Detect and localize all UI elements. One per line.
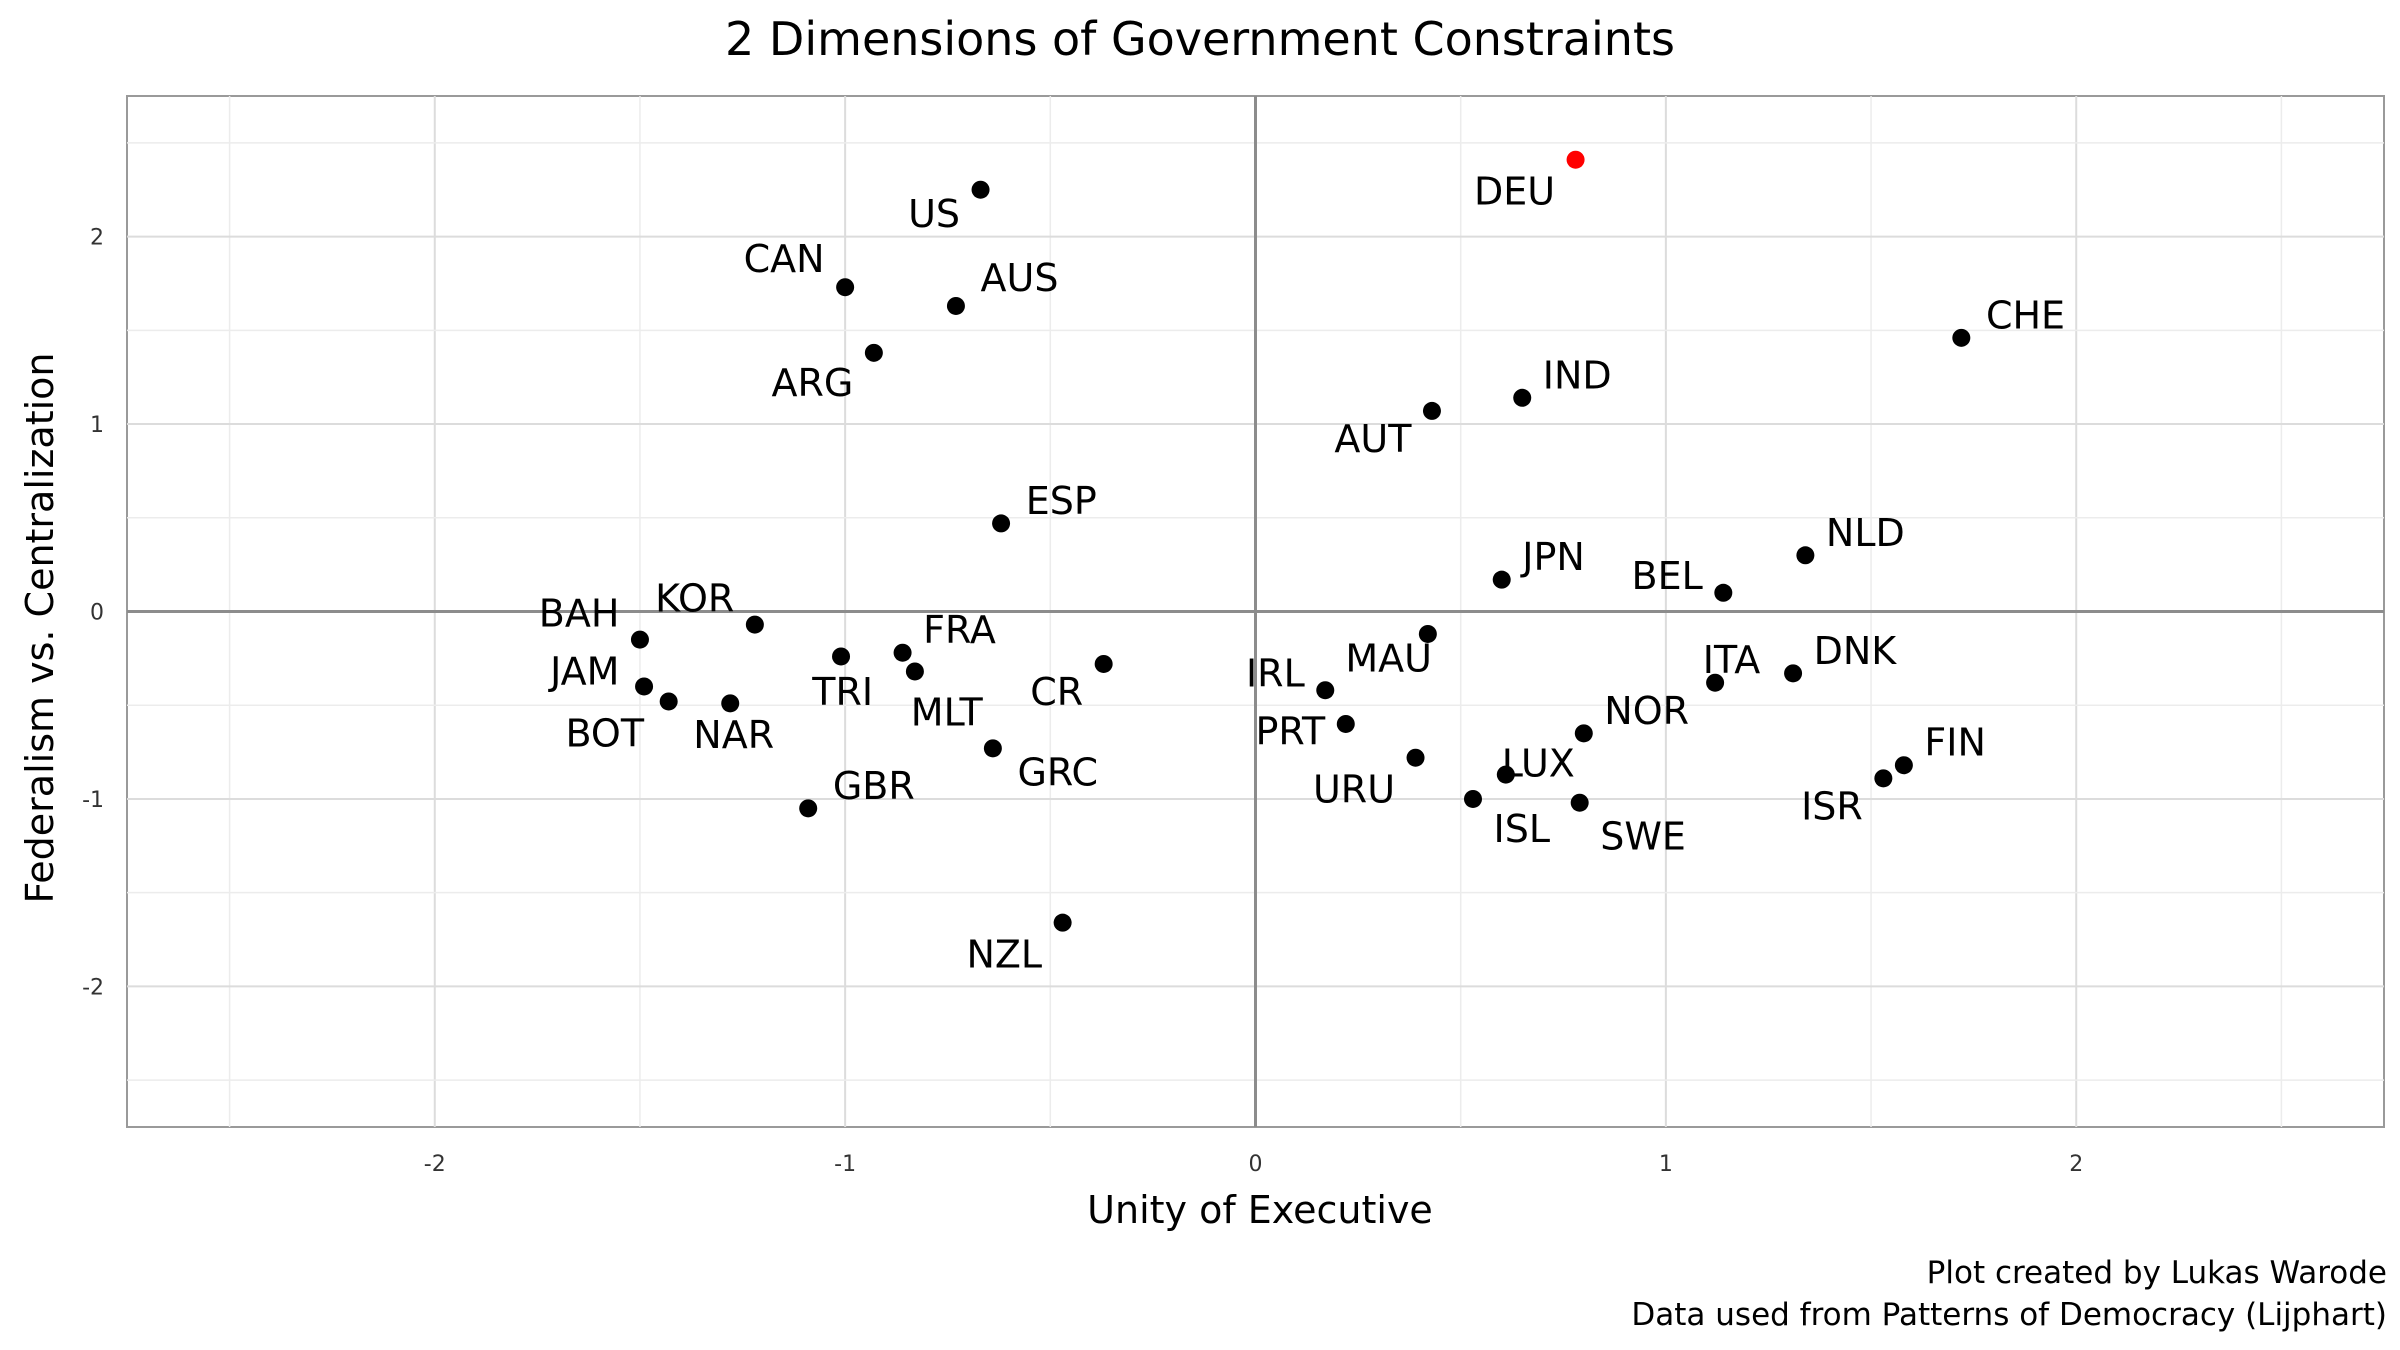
- y-axis-ticks: 2 1 0 -1 -2: [82, 226, 104, 1001]
- point-deu: [1566, 150, 1585, 169]
- caption-author: Plot created by Lukas Warode: [1926, 1255, 2387, 1291]
- label-arg: ARG: [771, 361, 853, 405]
- point-gbr: [799, 799, 818, 818]
- x-axis-ticks: -2 -1 0 1 2: [424, 1152, 2083, 1177]
- label-swe: SWE: [1600, 814, 1686, 858]
- point-fra: [893, 643, 912, 662]
- label-bel: BEL: [1632, 554, 1703, 598]
- x-tick-label: 0: [1249, 1152, 1263, 1177]
- label-nar: NAR: [693, 713, 774, 757]
- label-lux: LUX: [1502, 741, 1575, 785]
- point-nor: [1574, 724, 1593, 743]
- point-jam: [635, 677, 654, 696]
- y-tick-label: -2: [82, 975, 104, 1000]
- label-nld: NLD: [1826, 511, 1905, 555]
- point-ind: [1513, 388, 1532, 407]
- point-arg: [864, 343, 883, 362]
- caption-source: Data used from Patterns of Democracy (Li…: [1631, 1297, 2387, 1333]
- x-axis-title: Unity of Executive: [1087, 1188, 1433, 1232]
- x-tick-label: 1: [1659, 1152, 1673, 1177]
- label-can: CAN: [744, 237, 825, 281]
- y-tick-label: 1: [90, 413, 104, 438]
- x-tick-label: -2: [424, 1152, 446, 1177]
- label-grc: GRC: [1017, 751, 1097, 795]
- label-aut: AUT: [1334, 417, 1412, 461]
- reference-lines: [127, 96, 2384, 1127]
- label-mlt: MLT: [911, 691, 984, 735]
- label-jam: JAM: [548, 649, 619, 693]
- label-cr: CR: [1030, 670, 1083, 714]
- point-fin: [1894, 756, 1913, 775]
- label-isl: ISL: [1494, 807, 1551, 851]
- y-tick-label: -1: [82, 788, 104, 813]
- y-axis-title-text: Federalism vs. Centralization: [18, 352, 62, 904]
- label-ind: IND: [1543, 353, 1612, 397]
- label-isr: ISR: [1801, 784, 1863, 828]
- label-jpn: JPN: [1520, 535, 1585, 579]
- point-uru: [1406, 748, 1425, 767]
- label-bah: BAH: [539, 591, 620, 635]
- label-ita: ITA: [1703, 638, 1760, 682]
- label-irl: IRL: [1246, 651, 1305, 695]
- label-che: CHE: [1986, 293, 2065, 337]
- data-points: [630, 150, 1971, 932]
- label-fra: FRA: [923, 608, 996, 652]
- point-lux: [1496, 765, 1515, 784]
- point-aut: [1422, 401, 1441, 420]
- point-bah: [630, 630, 649, 649]
- label-fin: FIN: [1924, 721, 1986, 765]
- point-mlt: [905, 662, 924, 681]
- point-irl: [1316, 681, 1335, 700]
- point-isr: [1874, 769, 1893, 788]
- point-mau: [1418, 624, 1437, 643]
- label-tri: TRI: [811, 670, 873, 714]
- label-mau: MAU: [1345, 636, 1432, 680]
- point-prt: [1336, 714, 1355, 733]
- label-esp: ESP: [1026, 479, 1097, 523]
- data-labels: US CAN AUS ARG ESP BAH KOR JAM BOT NAR TRI FRA MLT CR…: [539, 170, 2065, 977]
- label-dnk: DNK: [1814, 629, 1898, 673]
- chart-title: 2 Dimensions of Government Constraints: [725, 12, 1675, 66]
- label-uru: URU: [1313, 768, 1395, 812]
- label-bot: BOT: [566, 711, 645, 755]
- point-bel: [1714, 583, 1733, 602]
- label-prt: PRT: [1255, 709, 1326, 753]
- label-nzl: NZL: [966, 933, 1042, 977]
- point-isl: [1463, 789, 1482, 808]
- point-kor: [745, 615, 764, 634]
- point-ita: [1706, 673, 1725, 692]
- label-deu: DEU: [1474, 170, 1555, 214]
- point-nar: [721, 694, 740, 713]
- point-che: [1952, 328, 1971, 347]
- label-aus: AUS: [981, 256, 1059, 300]
- label-nor: NOR: [1604, 689, 1689, 733]
- point-can: [836, 278, 855, 297]
- x-tick-label: 2: [2069, 1152, 2083, 1177]
- y-tick-label: 0: [90, 601, 104, 626]
- point-cr: [1094, 654, 1113, 673]
- point-bot: [659, 692, 678, 711]
- x-tick-label: -1: [834, 1152, 856, 1177]
- point-nzl: [1053, 913, 1072, 932]
- label-gbr: GBR: [833, 764, 915, 808]
- point-us: [971, 180, 990, 199]
- point-jpn: [1492, 570, 1511, 589]
- point-swe: [1570, 793, 1589, 812]
- y-tick-label: 2: [90, 226, 104, 251]
- point-dnk: [1784, 664, 1803, 683]
- point-esp: [992, 514, 1011, 533]
- point-aus: [946, 296, 965, 315]
- label-kor: KOR: [655, 576, 734, 620]
- point-nld: [1796, 546, 1815, 565]
- label-us: US: [908, 192, 960, 236]
- point-tri: [832, 647, 851, 666]
- point-grc: [983, 739, 1002, 758]
